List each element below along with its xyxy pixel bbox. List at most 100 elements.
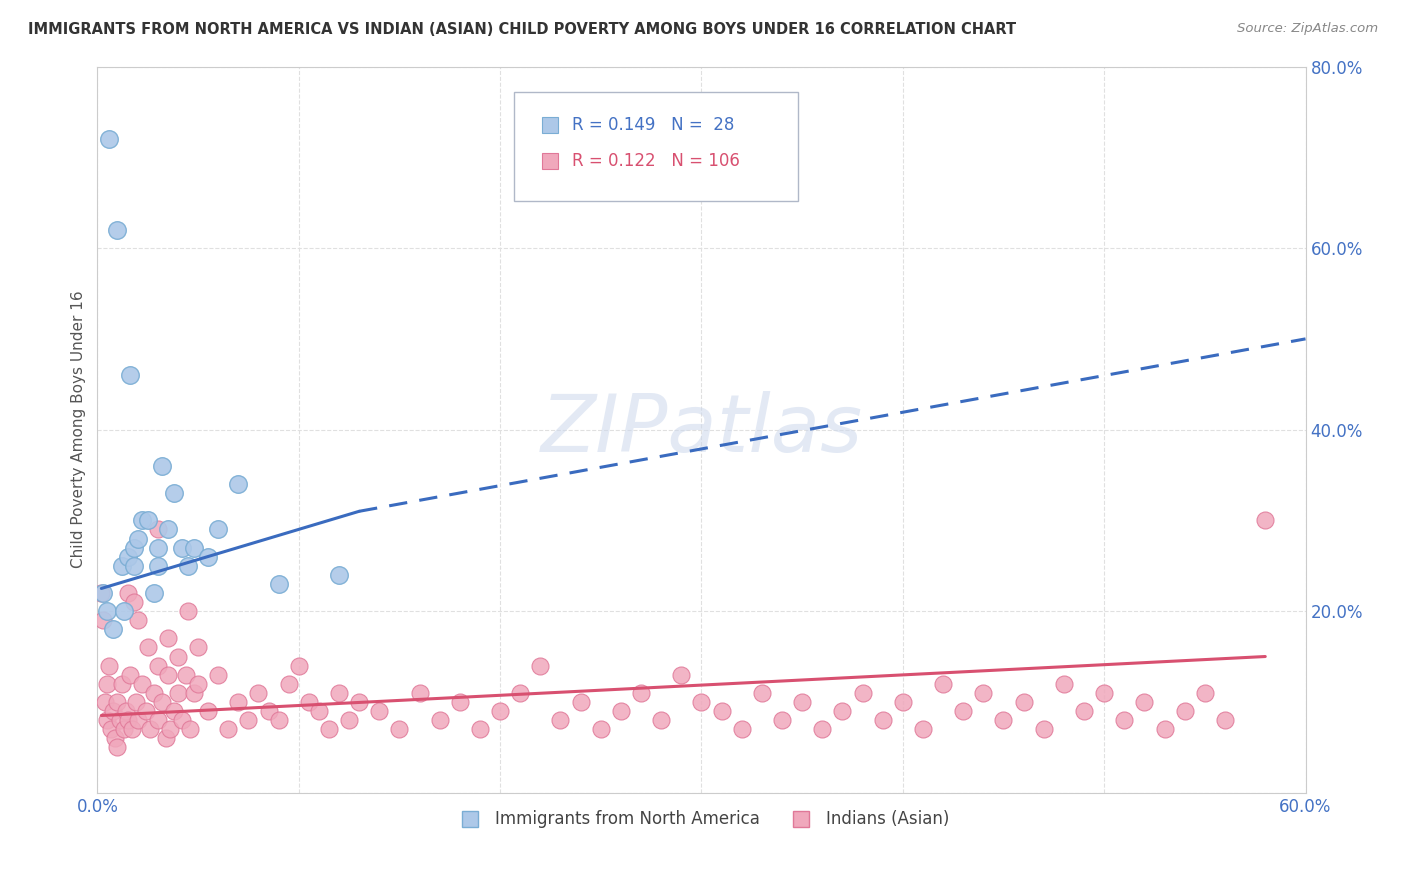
Point (993, 713, 1015, 727)
Point (529, 658, 551, 673)
Point (177, 604, 200, 618)
Y-axis label: Child Poverty Among Boys Under 16: Child Poverty Among Boys Under 16 (72, 291, 86, 568)
Point (156, 667, 179, 681)
Point (197, 549, 219, 564)
Text: Source: ZipAtlas.com: Source: ZipAtlas.com (1237, 22, 1378, 36)
Point (170, 713, 193, 727)
Point (114, 704, 136, 718)
Point (207, 667, 229, 681)
Point (90, 586, 112, 600)
Point (449, 695, 471, 709)
Point (177, 558, 200, 573)
Point (117, 586, 139, 600)
Legend: Immigrants from North America, Indians (Asian): Immigrants from North America, Indians (… (447, 804, 956, 835)
Point (851, 686, 873, 700)
Point (671, 667, 693, 681)
Point (388, 722, 411, 736)
Point (187, 677, 209, 691)
Point (159, 722, 181, 736)
Point (790, 695, 813, 709)
Point (127, 713, 149, 727)
Point (187, 640, 209, 655)
Point (277, 677, 299, 691)
Point (1114, 713, 1136, 727)
Point (167, 686, 190, 700)
Point (118, 368, 141, 383)
Point (298, 695, 321, 709)
Point (170, 541, 193, 555)
Point (630, 686, 652, 700)
Point (110, 558, 132, 573)
Point (710, 704, 733, 718)
Point (650, 713, 672, 727)
Point (108, 713, 131, 727)
Point (136, 513, 159, 527)
Point (1012, 695, 1035, 709)
Point (146, 558, 169, 573)
Point (156, 523, 179, 537)
Point (226, 477, 249, 491)
Point (150, 458, 173, 473)
Point (1194, 686, 1216, 700)
Point (589, 722, 612, 736)
Point (257, 704, 280, 718)
Point (93, 586, 115, 600)
Point (146, 541, 169, 555)
Point (1254, 513, 1277, 527)
Point (408, 686, 430, 700)
Point (122, 558, 145, 573)
Point (179, 722, 201, 736)
Point (1032, 722, 1054, 736)
FancyBboxPatch shape (515, 92, 799, 201)
Point (308, 704, 330, 718)
Point (429, 713, 451, 727)
Point (174, 667, 197, 681)
Point (117, 713, 139, 727)
Text: R = 0.149   N =  28: R = 0.149 N = 28 (572, 116, 734, 134)
Point (1213, 713, 1236, 727)
Point (135, 704, 157, 718)
Point (197, 704, 219, 718)
Point (891, 695, 914, 709)
Point (811, 722, 834, 736)
Point (98, 658, 121, 673)
Point (328, 567, 350, 582)
Point (142, 686, 165, 700)
Point (932, 677, 955, 691)
Point (1174, 704, 1197, 718)
Point (131, 513, 153, 527)
Point (107, 695, 129, 709)
Point (163, 486, 186, 500)
Point (1133, 695, 1156, 709)
Point (107, 223, 129, 237)
Point (100, 722, 122, 736)
Point (207, 523, 229, 537)
Point (142, 586, 165, 600)
Point (337, 713, 360, 727)
Point (468, 722, 491, 736)
Point (155, 731, 177, 746)
Point (287, 658, 309, 673)
Point (104, 731, 127, 746)
Point (96, 604, 118, 618)
Point (127, 532, 149, 546)
Point (690, 695, 713, 709)
Point (247, 686, 270, 700)
Point (183, 541, 205, 555)
Point (1153, 722, 1175, 736)
Point (112, 604, 135, 618)
Point (122, 541, 145, 555)
Point (731, 722, 754, 736)
Point (569, 695, 592, 709)
Point (238, 713, 260, 727)
Point (751, 686, 773, 700)
Point (226, 695, 249, 709)
Point (368, 704, 391, 718)
Point (770, 713, 793, 727)
Point (136, 640, 159, 655)
Point (118, 667, 141, 681)
Point (267, 713, 290, 727)
Text: R = 0.122   N = 106: R = 0.122 N = 106 (572, 152, 740, 170)
Point (127, 613, 149, 627)
Point (217, 722, 239, 736)
